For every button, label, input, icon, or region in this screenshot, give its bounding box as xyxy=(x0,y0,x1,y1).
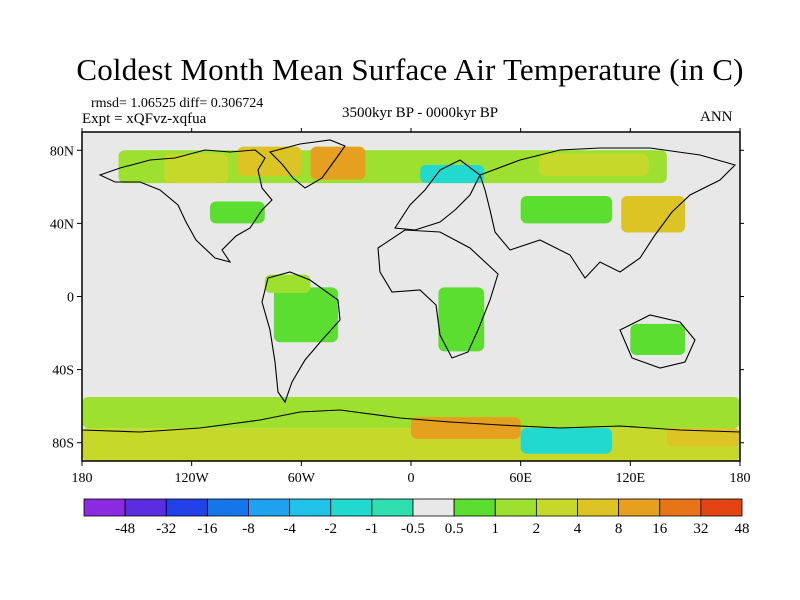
lon-tick-label: 60E xyxy=(509,471,532,486)
legend-label: -2 xyxy=(325,521,338,537)
legend-swatch xyxy=(618,498,661,517)
color-legend: -48 -32 -16 -8 -4 -2 -1 -0.5 0.5 1 2 4 8 16 32 48 xyxy=(83,498,750,537)
legend-swatch xyxy=(659,498,702,517)
region-arctic-canada-warm xyxy=(164,153,229,184)
region-north-america-mid xyxy=(209,201,265,224)
stats-text: rmsd= 1.06525 diff= 0.306724 xyxy=(91,96,264,111)
period-label: 3500kyr BP - 0000kyr BP xyxy=(341,105,499,121)
legend-label: -4 xyxy=(283,521,296,537)
lat-tick-label: 80N xyxy=(50,144,74,159)
legend-label: 48 xyxy=(735,521,750,537)
legend-label: -0.5 xyxy=(401,521,425,537)
experiment-label: Expt = xQFvz-xqfua xyxy=(82,111,207,127)
coast-australia xyxy=(619,314,696,369)
region-africa-central xyxy=(438,287,485,352)
legend-label: 1 xyxy=(492,521,500,537)
anomaly-regions xyxy=(82,146,740,461)
coast-greenland xyxy=(268,139,346,189)
region-central-asia xyxy=(520,195,613,224)
region-australia xyxy=(630,323,686,355)
lon-tick-label: 60W xyxy=(288,471,316,486)
legend-label: 4 xyxy=(574,521,582,537)
plot-title: Coldest Month Mean Surface Air Temperatu… xyxy=(76,52,744,87)
legend-label: 0.5 xyxy=(445,521,464,537)
coast-asia xyxy=(479,147,737,279)
legend-swatch xyxy=(412,498,455,517)
legend-label: -8 xyxy=(242,521,255,537)
region-eastasia-warm xyxy=(621,195,686,233)
legend-swatch xyxy=(289,498,332,517)
legend-swatch xyxy=(371,498,414,517)
lat-tick-label: 80S xyxy=(52,437,74,452)
lat-tick-label: 40S xyxy=(52,364,74,379)
legend-swatch xyxy=(248,498,291,517)
legend-swatch xyxy=(494,498,537,517)
region-scandinavia-cool xyxy=(420,164,485,184)
legend-swatch xyxy=(83,498,126,517)
region-antarctica-warm-ross xyxy=(666,428,740,447)
legend-swatch xyxy=(330,498,373,517)
coast-south-america xyxy=(261,271,341,404)
region-southern-ocean-band xyxy=(82,397,740,429)
legend-swatch xyxy=(165,498,208,517)
legend-swatch xyxy=(124,498,167,517)
region-south-america-north xyxy=(264,274,311,293)
legend-label: -1 xyxy=(366,521,379,537)
axis-ticks: 180 120W 60W 0 60E 120E 180 80N 40N 0 40S 80S xyxy=(50,128,751,486)
coastlines xyxy=(82,139,740,433)
legend-label: -32 xyxy=(156,521,176,537)
legend-label: -48 xyxy=(115,521,135,537)
legend-label: 2 xyxy=(533,521,541,537)
legend-swatch xyxy=(206,498,249,517)
legend-swatch xyxy=(577,498,620,517)
legend-label: -16 xyxy=(197,521,217,537)
legend-swatch xyxy=(453,498,496,517)
region-siberia-warm xyxy=(538,153,649,176)
coast-antarctica xyxy=(82,409,740,433)
region-antarctica-warm-east xyxy=(411,417,521,440)
legend-label: 16 xyxy=(652,521,668,537)
season-label: ANN xyxy=(700,109,733,125)
lat-tick-label: 0 xyxy=(67,291,74,306)
legend-swatch xyxy=(535,498,578,517)
legend-label: 32 xyxy=(693,521,708,537)
lon-tick-label: 120E xyxy=(616,471,646,486)
coast-north-america xyxy=(98,149,273,263)
region-antarctica-cool-east xyxy=(520,428,613,454)
legend-label: 8 xyxy=(615,521,623,537)
lon-tick-label: 0 xyxy=(408,471,415,486)
lon-tick-label: 120W xyxy=(175,471,210,486)
map-area xyxy=(82,132,740,461)
coast-africa xyxy=(377,229,499,359)
lat-tick-label: 40N xyxy=(50,217,74,232)
region-south-america xyxy=(273,287,338,343)
legend-swatch xyxy=(700,498,743,517)
region-greenland-warm xyxy=(310,146,366,180)
lon-tick-label: 180 xyxy=(72,471,93,486)
lon-tick-label: 180 xyxy=(730,471,751,486)
